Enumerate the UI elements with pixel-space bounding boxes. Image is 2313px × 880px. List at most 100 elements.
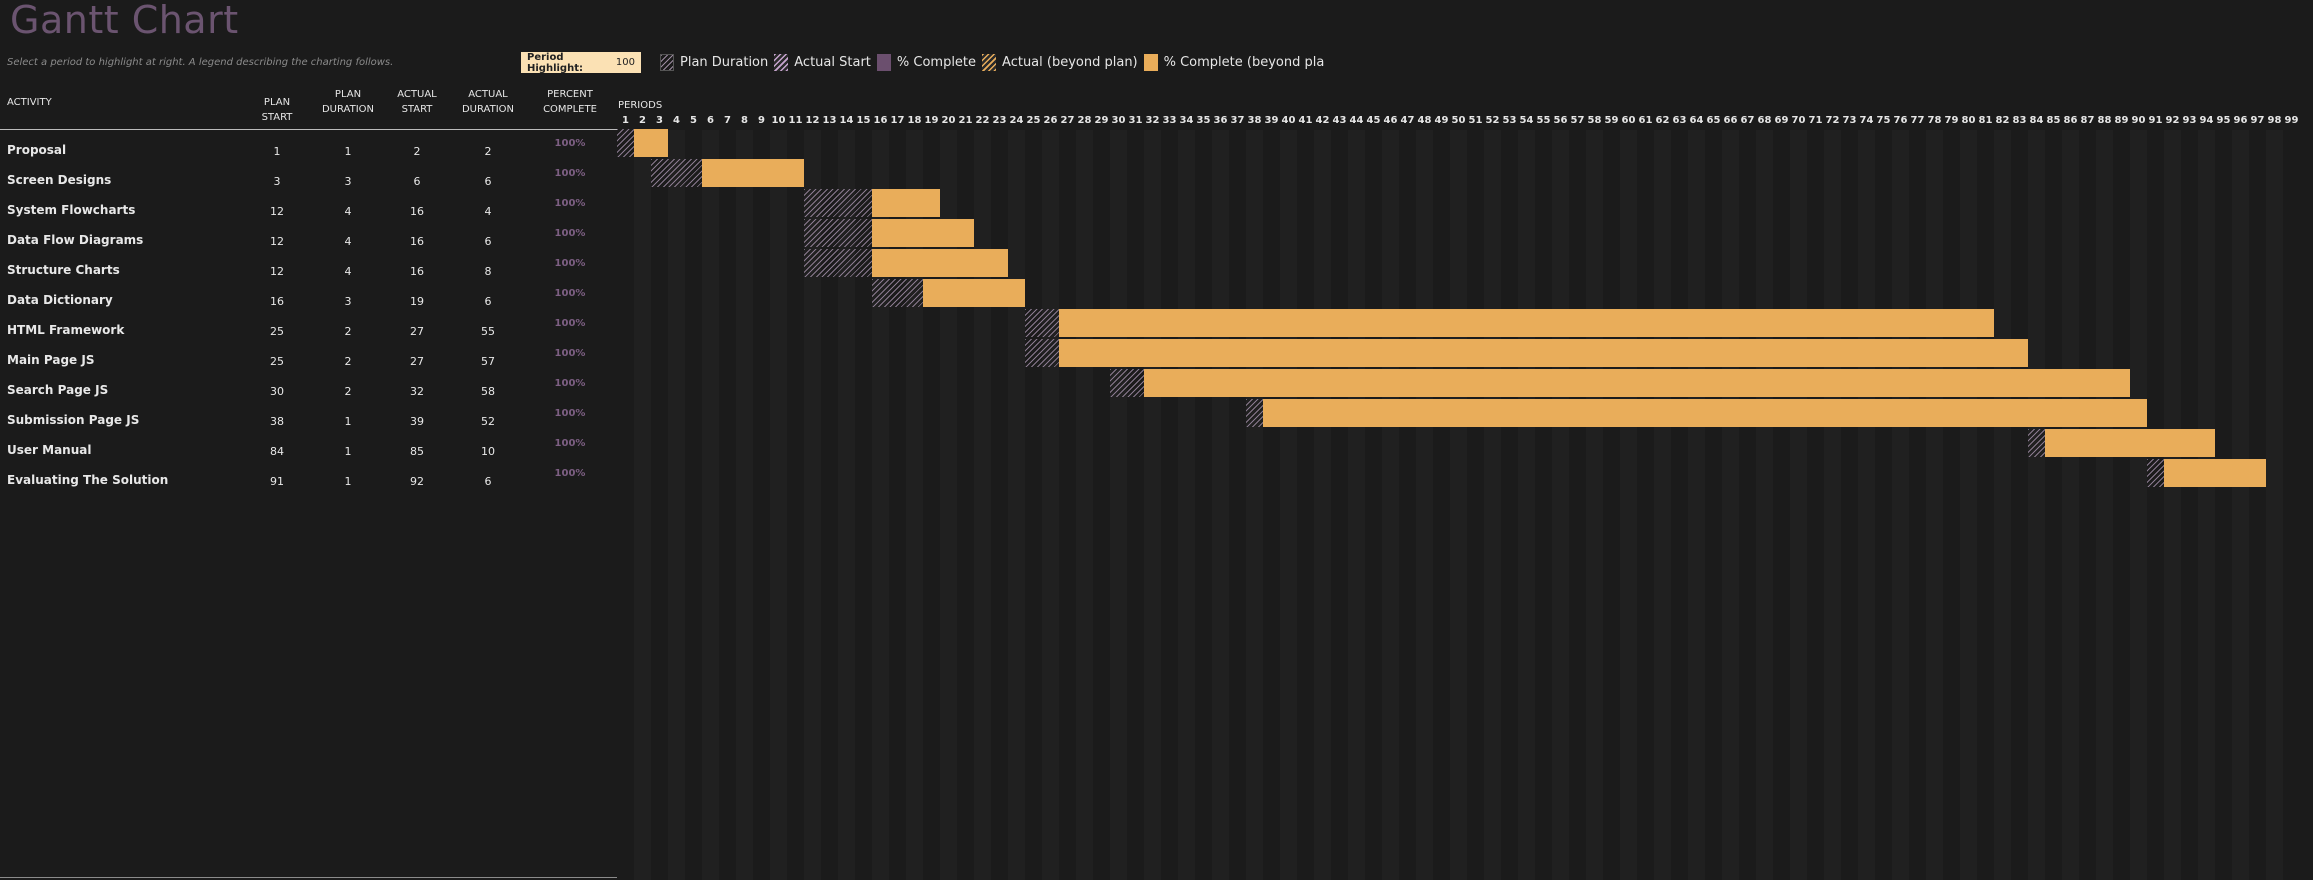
table-row[interactable]: Structure Charts 12 4 16 8 100% [0,255,2313,285]
table-row[interactable]: HTML Framework 25 2 27 55 100% [0,315,2313,345]
table-row[interactable]: System Flowcharts 12 4 16 4 100% [0,195,2313,225]
period-column [872,130,889,880]
period-highlight-field[interactable]: Period Highlight: 100 [521,52,641,74]
period-number: 84 [2029,115,2044,126]
actual-duration-value: 52 [481,415,495,428]
period-number: 7 [724,115,731,126]
actual-start-value: 27 [410,355,424,368]
plan-duration-value: 3 [344,295,352,308]
actual-duration-value: 6 [484,475,492,488]
period-number: 94 [2199,115,2214,126]
period-number: 20 [941,115,956,126]
percent-complete-value: 100% [554,318,586,329]
period-number: 72 [1825,115,1840,126]
table-row[interactable]: Search Page JS 30 2 32 58 100% [0,375,2313,405]
period-number: 18 [907,115,922,126]
period-number: 22 [975,115,990,126]
period-number: 75 [1876,115,1891,126]
actual-duration-bar [2164,459,2266,487]
period-number: 90 [2131,115,2146,126]
percent-complete-value: 100% [554,288,586,299]
actual-duration-value: 57 [481,355,495,368]
table-row[interactable]: Evaluating The Solution 91 1 92 6 100% [0,465,2313,495]
legend-label: % Complete (beyond pla [1163,55,1325,70]
actual-duration-value: 10 [481,445,495,458]
period-number: 76 [1893,115,1908,126]
activity-name: Data Dictionary [7,293,113,307]
period-column [2266,130,2283,880]
period-number: 57 [1570,115,1585,126]
sheet-bottom-line [0,877,617,878]
legend-actual-start: Actual Start [774,54,871,71]
plan-duration-bar [1025,339,1059,367]
period-number: 50 [1451,115,1466,126]
period-number: 95 [2216,115,2231,126]
actual-duration-value: 4 [484,205,492,218]
period-number: 85 [2046,115,2061,126]
actual-duration-value: 6 [484,175,492,188]
header-activity: ACTIVITY [7,97,52,108]
period-number: 71 [1808,115,1823,126]
period-number: 31 [1128,115,1143,126]
period-number: 54 [1519,115,1534,126]
period-number: 67 [1740,115,1755,126]
plan-duration-value: 3 [344,175,352,188]
table-row[interactable]: Proposal 1 1 2 2 100% [0,135,2313,165]
period-number: 42 [1315,115,1330,126]
period-column [736,130,753,880]
period-highlight-value[interactable]: 100 [615,57,635,68]
period-column [838,130,855,880]
actual-start-value: 16 [410,205,424,218]
actual-start-value: 27 [410,325,424,338]
period-number: 89 [2114,115,2129,126]
period-column [770,130,787,880]
period-number: 61 [1638,115,1653,126]
actual-start-value: 16 [410,265,424,278]
activity-name: Screen Designs [7,173,112,187]
actual-duration-bar [1059,309,1994,337]
table-row[interactable]: Screen Designs 3 3 6 6 100% [0,165,2313,195]
plan-duration-value: 1 [344,475,352,488]
plan-duration-value: 1 [344,145,352,158]
period-column [940,130,957,880]
period-number: 2 [639,115,646,126]
period-number: 11 [788,115,803,126]
period-number: 10 [771,115,786,126]
page-title: Gantt Chart [10,0,239,42]
period-number: 38 [1247,115,1262,126]
header-actual-start: ACTUAL START [387,87,447,117]
period-number: 86 [2063,115,2078,126]
period-number: 83 [2012,115,2027,126]
period-number: 32 [1145,115,1160,126]
legend-percent-complete: % Complete [876,54,976,71]
period-column [2028,130,2045,880]
table-row[interactable]: Data Dictionary 16 3 19 6 100% [0,285,2313,315]
period-number: 60 [1621,115,1636,126]
plan-duration-bar [651,159,702,187]
period-column [2164,130,2181,880]
period-number: 93 [2182,115,2197,126]
period-number: 47 [1400,115,1415,126]
percent-complete-value: 100% [554,258,586,269]
period-number: 63 [1672,115,1687,126]
legend-label: Actual (beyond plan) [1002,55,1138,70]
table-row[interactable]: Submission Page JS 38 1 39 52 100% [0,405,2313,435]
period-number: 5 [690,115,697,126]
plan-duration-bar [617,129,634,157]
actual-duration-bar [634,129,668,157]
activity-name: Structure Charts [7,263,120,277]
period-number: 73 [1842,115,1857,126]
percent-complete-value: 100% [554,228,586,239]
period-number: 25 [1026,115,1041,126]
period-number: 99 [2284,115,2299,126]
table-row[interactable]: Main Page JS 25 2 27 57 100% [0,345,2313,375]
period-number: 58 [1587,115,1602,126]
table-row[interactable]: Data Flow Diagrams 12 4 16 6 100% [0,225,2313,255]
period-column [668,130,685,880]
activity-name: Submission Page JS [7,413,140,427]
actual-start-value: 6 [413,175,421,188]
table-row[interactable]: User Manual 84 1 85 10 100% [0,435,2313,465]
period-column [2062,130,2079,880]
period-number: 17 [890,115,905,126]
plan-duration-swatch-icon [660,54,674,71]
